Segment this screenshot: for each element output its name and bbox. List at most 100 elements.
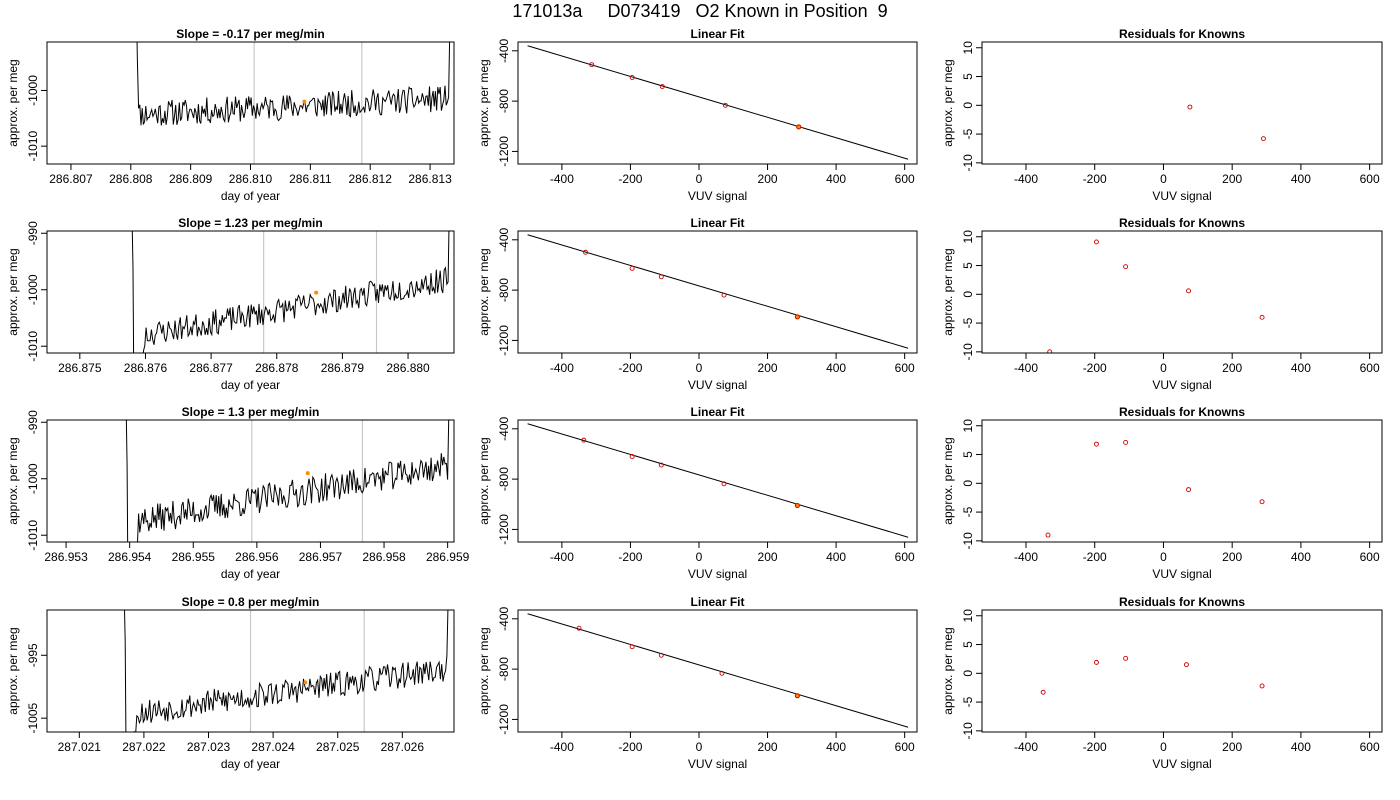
fit-line <box>527 613 909 728</box>
x-tick-label: 200 <box>1222 361 1242 375</box>
x-tick-label: 200 <box>758 550 778 564</box>
y-tick-label: 0 <box>961 670 975 677</box>
x-tick-label: 287.023 <box>187 740 231 754</box>
x-tick-label: 286.953 <box>44 550 88 564</box>
y-tick-label: 10 <box>961 230 975 244</box>
data-point <box>1093 441 1099 447</box>
data-point <box>1259 683 1265 689</box>
data-point <box>1259 314 1265 320</box>
y-tick-label: -1200 <box>497 136 511 167</box>
x-tick-label: 600 <box>1360 361 1380 375</box>
y-axis-label: approx. per meg <box>477 627 491 714</box>
x-tick-label: 200 <box>1222 740 1242 754</box>
x-tick-label: 600 <box>895 740 915 754</box>
y-tick-label: -1200 <box>497 325 511 356</box>
x-tick-label: -400 <box>550 740 574 754</box>
chart-title: Residuals for Knowns <box>1119 405 1245 419</box>
x-tick-label: 286.956 <box>235 550 279 564</box>
chart-panel-6: Residuals for Knowns -400 -200 0 200 400 600 VU… <box>941 216 1383 392</box>
plot-area <box>527 45 909 160</box>
y-tick-label: -400 <box>497 38 511 62</box>
x-tick-label: 0 <box>696 550 703 564</box>
x-tick-label: -200 <box>1083 172 1107 186</box>
plot-area <box>1187 104 1266 142</box>
x-tick-label: 0 <box>1160 550 1167 564</box>
signal-trace <box>125 420 450 542</box>
x-tick-label: 0 <box>696 361 703 375</box>
x-tick-label: 600 <box>1360 172 1380 186</box>
y-axis-label: approx. per meg <box>6 248 20 335</box>
x-tick-label: 0 <box>696 740 703 754</box>
data-point <box>576 625 582 631</box>
y-tick-label: -1010 <box>26 131 40 162</box>
x-tick-label: 0 <box>1160 361 1167 375</box>
plot-area <box>527 423 909 538</box>
plot-area <box>1045 439 1265 538</box>
x-tick-label: 286.807 <box>49 172 93 186</box>
data-point <box>658 652 664 658</box>
plot-area <box>1040 655 1265 695</box>
chart-panel-9: Residuals for Knowns -400 -200 0 200 400 600 VU… <box>941 405 1383 581</box>
data-point <box>583 249 588 255</box>
x-tick-label: -200 <box>618 550 642 564</box>
y-tick-label: -800 <box>497 657 511 681</box>
data-point <box>794 693 800 699</box>
chart-panel-3: Residuals for Knowns -400 -200 0 200 400 600 VU… <box>941 27 1383 203</box>
y-tick-label: -1010 <box>26 520 40 551</box>
data-point <box>1187 104 1193 110</box>
current-point-marker <box>314 290 319 295</box>
data-point <box>629 454 635 459</box>
y-tick-label: 0 <box>961 102 975 109</box>
data-point <box>1184 662 1189 668</box>
chart-title: Slope = 1.3 per meg/min <box>182 405 320 419</box>
plot-area <box>125 420 450 542</box>
y-tick-label: -1000 <box>26 274 40 305</box>
data-point <box>629 75 635 80</box>
plot-frame <box>981 41 1383 165</box>
x-tick-label: 400 <box>1291 550 1311 564</box>
data-point <box>1186 487 1191 493</box>
x-tick-label: -200 <box>618 740 642 754</box>
x-tick-label: 286.878 <box>255 361 299 375</box>
chart-panel-10: Slope = 0.8 per meg/min 287.021 287.022 287… <box>6 595 455 771</box>
fit-line <box>527 45 909 160</box>
current-point-marker <box>303 680 308 685</box>
y-tick-label: -10 <box>961 154 975 172</box>
y-tick-label: -10 <box>961 532 975 550</box>
x-axis-label: VUV signal <box>688 757 747 771</box>
x-tick-label: 286.880 <box>386 361 430 375</box>
x-tick-label: 286.813 <box>408 172 452 186</box>
data-point <box>1045 532 1051 538</box>
y-tick-label: 5 <box>961 262 975 269</box>
x-tick-label: -400 <box>1014 550 1038 564</box>
x-tick-label: 0 <box>1160 172 1167 186</box>
chart-title: Residuals for Knowns <box>1119 27 1245 41</box>
y-axis-label: approx. per meg <box>6 59 20 146</box>
data-point <box>794 314 800 320</box>
x-tick-label: -400 <box>1014 361 1038 375</box>
y-axis-label: approx. per meg <box>477 248 491 335</box>
x-tick-label: 286.957 <box>299 550 343 564</box>
y-tick-label: -5 <box>961 128 975 139</box>
data-point <box>658 462 664 468</box>
x-tick-label: 286.812 <box>349 172 393 186</box>
plot-area <box>527 234 909 349</box>
plot-area <box>124 610 449 732</box>
y-tick-label: -1005 <box>26 702 40 733</box>
x-axis-label: day of year <box>221 189 280 203</box>
data-point <box>722 102 728 108</box>
y-tick-label: -995 <box>26 643 40 667</box>
data-point <box>1123 439 1129 445</box>
y-axis-label: approx. per meg <box>941 59 955 146</box>
x-axis-label: VUV signal <box>1152 189 1211 203</box>
data-point <box>1186 288 1191 294</box>
x-axis-label: VUV signal <box>1152 378 1211 392</box>
y-tick-label: 10 <box>961 419 975 433</box>
x-tick-label: 400 <box>1291 361 1311 375</box>
x-tick-label: 286.958 <box>362 550 406 564</box>
x-tick-label: 400 <box>826 172 846 186</box>
chart-panel-1: Slope = -0.17 per meg/min 286.807 286.808 2… <box>6 27 455 203</box>
x-tick-label: 286.808 <box>109 172 153 186</box>
plot-frame <box>517 41 918 165</box>
x-tick-label: 287.024 <box>251 740 295 754</box>
